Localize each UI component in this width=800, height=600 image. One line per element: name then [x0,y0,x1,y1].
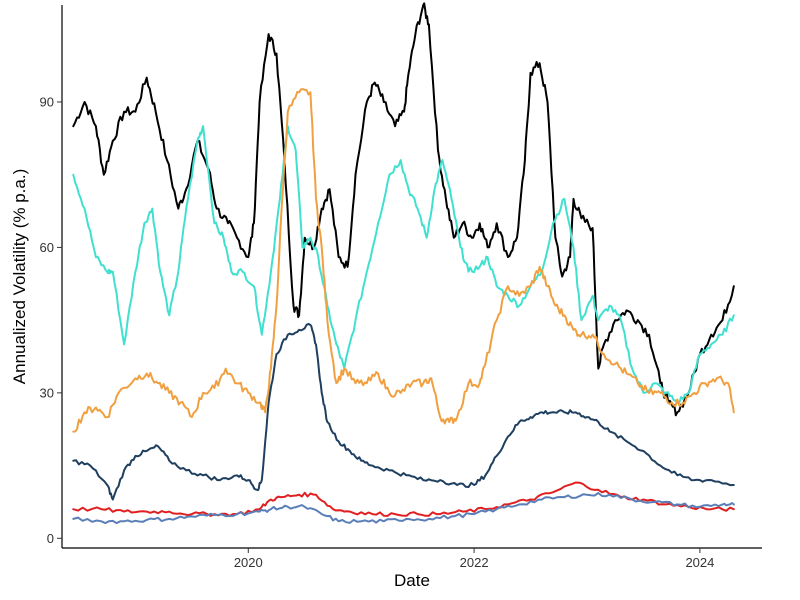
x-axis-ticks: 2020 2022 2024 [234,548,714,570]
series-line-1 [72,2,735,417]
y-axis-ticks: 0 30 60 90 [40,94,62,546]
plot-area [72,2,735,525]
y-tick-label: 60 [40,240,54,255]
y-axis-title: Annualized Volatility (% p.a.) [10,169,29,384]
x-tick-label: 2024 [685,555,714,570]
x-tick-label: 2022 [460,555,489,570]
y-tick-label: 0 [47,531,54,546]
y-tick-label: 90 [40,94,54,109]
series-line-4 [72,322,735,501]
series-line-5 [72,481,735,517]
x-tick-label: 2020 [234,555,263,570]
axes [61,5,762,549]
series-line-3 [72,88,735,433]
series-line-2 [72,125,735,404]
series-line-6 [72,492,735,525]
x-axis-title: Date [394,571,430,590]
y-tick-label: 30 [40,385,54,400]
